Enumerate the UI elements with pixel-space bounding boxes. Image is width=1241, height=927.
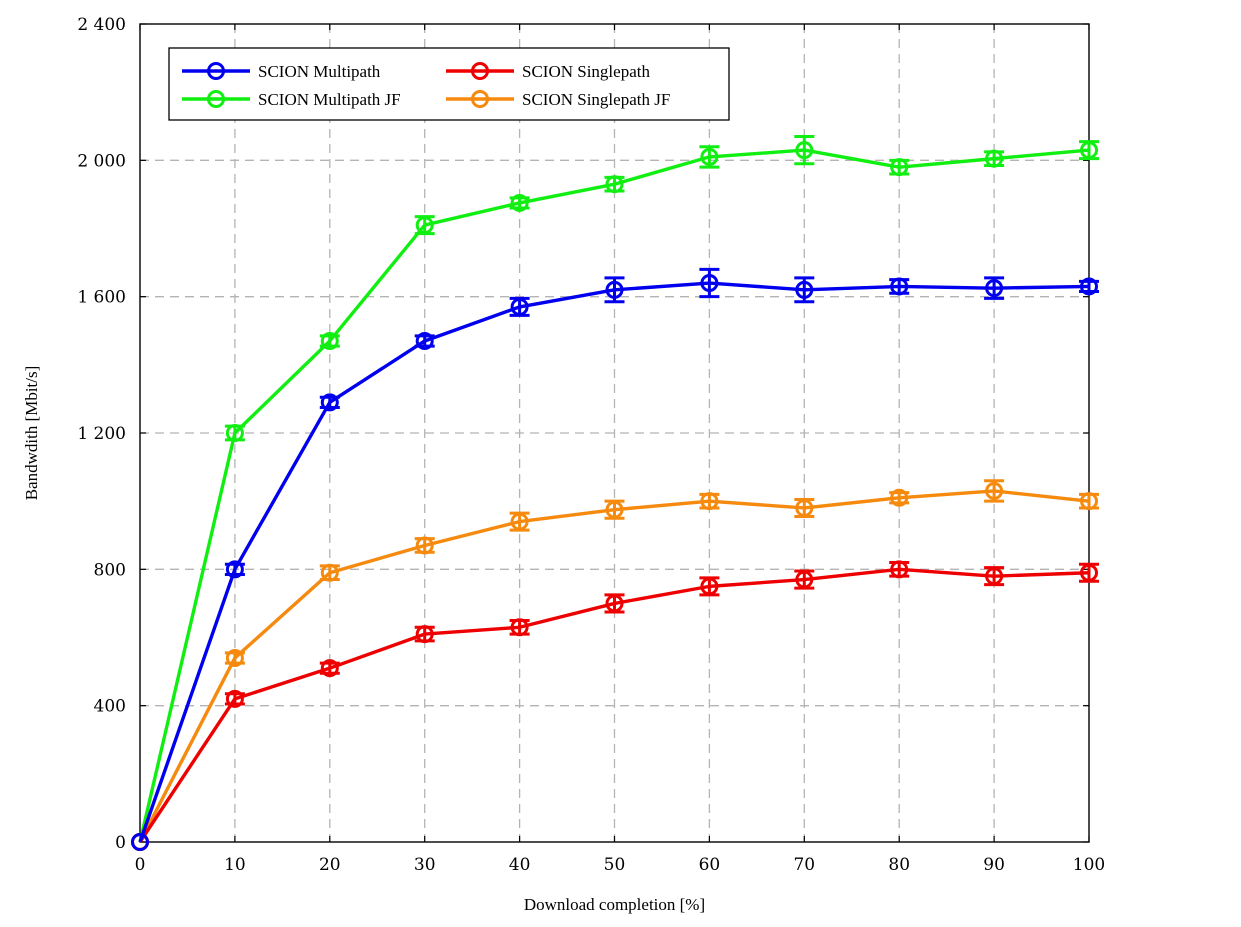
data-point (700, 492, 719, 511)
series-scion-singlepath-jf (131, 479, 1099, 851)
data-point (510, 512, 529, 531)
data-point (985, 279, 1004, 298)
x-tick-label: 50 (604, 855, 626, 875)
data-point (1080, 277, 1098, 296)
x-tick-label: 20 (319, 855, 341, 875)
data-point (415, 331, 434, 350)
data-point (605, 280, 624, 299)
data-point (795, 280, 814, 299)
legend-item: SCION Multipath JF (182, 90, 401, 109)
x-tick-label: 10 (224, 855, 246, 875)
data-point (700, 577, 719, 596)
data-point (510, 193, 529, 212)
legend-swatch-marker (471, 62, 489, 80)
legend-item: SCION Singlepath (446, 62, 650, 81)
series-scion-multipath (131, 267, 1099, 851)
data-point (890, 488, 909, 507)
y-tick-label: 800 (94, 560, 126, 580)
data-point (890, 158, 909, 177)
series-group (131, 134, 1099, 851)
data-point (700, 274, 719, 293)
data-point (415, 625, 434, 644)
axis-ticks: 0 10 20 30 40 50 60 70 80 90 100 0 400 800 1 200 1 600 2… (77, 15, 1105, 875)
data-point (225, 424, 244, 442)
legend-item: SCION Multipath (182, 62, 381, 81)
data-point (890, 277, 909, 296)
legend-label: SCION Singlepath JF (522, 90, 670, 109)
data-point (225, 560, 244, 579)
data-point (605, 594, 624, 613)
data-point (510, 297, 529, 316)
x-tick-label: 80 (888, 855, 910, 875)
y-tick-label: 0 (115, 833, 126, 853)
data-point (225, 689, 244, 708)
data-point (510, 618, 529, 637)
legend: SCION Multipath SCION Singlepath SCION Mul… (168, 47, 730, 121)
legend-swatch-marker (207, 62, 225, 80)
x-tick-label: 70 (793, 855, 815, 875)
y-tick-label: 2 000 (77, 151, 126, 171)
data-point (320, 393, 339, 412)
y-axis-label: Bandwdith [Mbit/s] (22, 366, 41, 501)
x-tick-label: 60 (699, 855, 721, 875)
data-point (415, 216, 434, 235)
x-tick-label: 40 (509, 855, 531, 875)
legend-label: SCION Multipath (258, 62, 381, 81)
series-line (138, 281, 1090, 843)
data-point (890, 560, 909, 579)
data-point (1080, 492, 1098, 511)
y-tick-label: 1 200 (77, 424, 126, 444)
data-point (320, 331, 339, 350)
data-point (985, 149, 1004, 168)
x-tick-label: 90 (983, 855, 1005, 875)
legend-swatch-marker (471, 90, 489, 108)
x-tick-label: 0 (135, 855, 146, 875)
legend-box (168, 47, 730, 121)
data-point (700, 147, 719, 166)
legend-label: SCION Singlepath (522, 62, 650, 81)
grid (140, 24, 1089, 842)
data-point (415, 536, 434, 555)
y-tick-label: 1 600 (77, 288, 126, 308)
data-point (225, 648, 244, 667)
legend-item: SCION Singlepath JF (446, 90, 670, 109)
data-point (795, 141, 814, 160)
data-point (1080, 563, 1098, 582)
y-tick-label: 2 400 (77, 15, 126, 35)
x-tick-label: 30 (414, 855, 436, 875)
series-scion-multipath-jf (131, 134, 1099, 851)
data-point (985, 567, 1004, 586)
data-point (131, 833, 149, 851)
x-axis-label: Download completion [%] (524, 895, 705, 914)
data-point (1080, 141, 1098, 160)
data-point (320, 659, 339, 678)
y-tick-label: 400 (94, 697, 126, 717)
legend-label: SCION Multipath JF (258, 90, 401, 109)
x-tick-label: 100 (1073, 855, 1105, 875)
data-point (795, 570, 814, 589)
data-point (985, 481, 1004, 500)
legend-swatch-marker (207, 90, 225, 108)
data-point (795, 498, 814, 517)
data-point (605, 500, 624, 519)
series-scion-singlepath (131, 560, 1099, 851)
data-point (605, 175, 624, 194)
data-point (320, 563, 339, 582)
